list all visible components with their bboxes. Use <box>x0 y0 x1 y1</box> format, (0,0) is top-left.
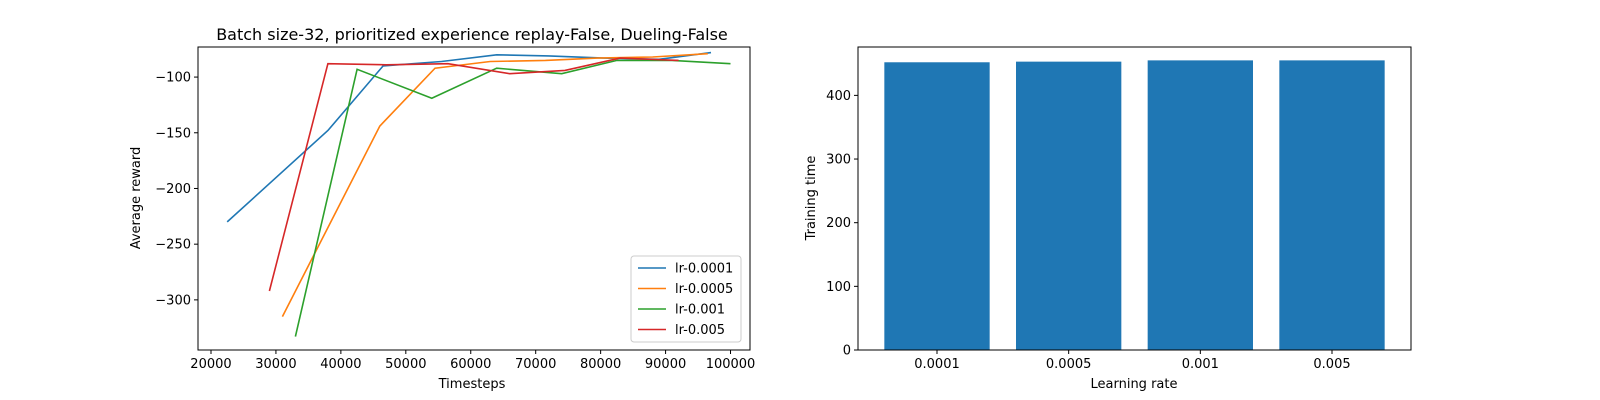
legend-label: lr-0.0001 <box>675 262 733 277</box>
y-tick-label: 200 <box>826 216 851 231</box>
series-line-lr-0.0005 <box>281 52 708 317</box>
x-tick-label: 0.001 <box>1182 357 1219 372</box>
y-tick-label: −100 <box>155 71 191 86</box>
y-tick-label: 100 <box>826 280 851 295</box>
line-chart-title: Batch size-32, prioritized experience re… <box>216 25 728 44</box>
bar-chart-bars-group <box>884 60 1385 351</box>
series-line-lr-0.005 <box>268 57 679 292</box>
legend-label: lr-0.0005 <box>675 282 733 297</box>
y-tick-label: 300 <box>826 153 851 168</box>
line-chart-x-ticks: 20000 30000 40000 50000 60000 70000 80000 90000… <box>190 350 755 372</box>
bar-chart-y-ticks: 0 100 200 300 400 <box>826 89 858 359</box>
line-chart-series-group <box>226 51 731 337</box>
legend-label: lr-0.001 <box>675 303 725 318</box>
bar-chart-x-label: Learning rate <box>1091 377 1178 392</box>
bar-chart: 0.0001 0.0005 0.001 0.005 0 100 200 300 400 Lea… <box>804 46 1412 392</box>
bar-0.0001 <box>884 62 990 350</box>
line-chart-y-ticks: −300 −250 −200 −150 −100 <box>155 71 198 308</box>
y-tick-label: 400 <box>826 89 851 104</box>
legend-frame <box>630 255 742 343</box>
line-chart-plot-frame <box>197 46 751 351</box>
y-tick-label: −150 <box>155 126 191 141</box>
bar-chart-x-ticks: 0.0001 0.0005 0.001 0.005 <box>914 350 1351 372</box>
line-chart-legend: lr-0.0001 lr-0.0005 lr-0.001 lr-0.005 <box>630 255 742 343</box>
y-tick-label: −300 <box>155 293 191 308</box>
x-tick-label: 40000 <box>320 357 361 372</box>
bar-0.0005 <box>1016 61 1122 351</box>
x-tick-label: 60000 <box>450 357 491 372</box>
x-tick-label: 50000 <box>385 357 426 372</box>
line-chart-y-label: Average reward <box>129 147 144 250</box>
x-tick-label: 90000 <box>645 357 686 372</box>
x-tick-label: 80000 <box>580 357 621 372</box>
line-chart: Batch size-32, prioritized experience re… <box>129 25 755 392</box>
legend-label: lr-0.005 <box>675 323 725 338</box>
y-tick-label: 0 <box>843 344 851 359</box>
series-line-lr-0.0001 <box>226 51 712 223</box>
x-tick-label: 70000 <box>515 357 556 372</box>
x-tick-label: 0.0005 <box>1046 357 1092 372</box>
x-tick-label: 30000 <box>255 357 296 372</box>
x-tick-label: 0.0001 <box>914 357 960 372</box>
y-tick-label: −250 <box>155 238 191 253</box>
bar-chart-y-label: Training time <box>804 156 819 242</box>
x-tick-label: 0.005 <box>1313 357 1350 372</box>
x-tick-label: 100000 <box>706 357 756 372</box>
bar-0.001 <box>1147 60 1253 350</box>
y-tick-label: −200 <box>155 182 191 197</box>
x-tick-label: 20000 <box>190 357 231 372</box>
bar-chart-plot-frame <box>857 46 1412 351</box>
bar-0.005 <box>1279 60 1385 350</box>
line-chart-x-label: Timesteps <box>438 377 506 392</box>
